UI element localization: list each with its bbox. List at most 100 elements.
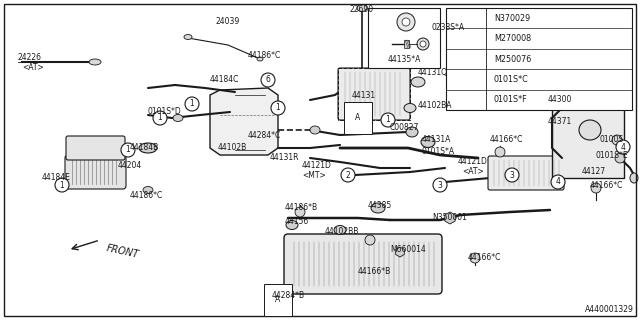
Ellipse shape — [421, 137, 435, 148]
FancyBboxPatch shape — [488, 156, 564, 190]
Text: 4: 4 — [621, 142, 625, 151]
Text: 6: 6 — [266, 76, 271, 84]
Text: 24226: 24226 — [18, 53, 42, 62]
Circle shape — [381, 113, 395, 127]
Circle shape — [459, 93, 473, 107]
Text: 44186*C: 44186*C — [130, 190, 163, 199]
Text: 44186*B: 44186*B — [285, 204, 318, 212]
Circle shape — [365, 235, 375, 245]
Text: 44184C: 44184C — [210, 76, 239, 84]
Text: 44131A: 44131A — [422, 135, 451, 145]
Text: 4: 4 — [463, 75, 468, 84]
Text: 44102BB: 44102BB — [325, 228, 360, 236]
Circle shape — [495, 147, 505, 157]
Text: 44121D: 44121D — [302, 161, 332, 170]
Text: 0101S*A: 0101S*A — [422, 148, 455, 156]
Text: 0238S*A: 0238S*A — [432, 23, 465, 33]
Text: C00827: C00827 — [390, 124, 419, 132]
Ellipse shape — [143, 187, 153, 194]
Circle shape — [551, 175, 565, 189]
Text: M660014: M660014 — [390, 245, 426, 254]
Ellipse shape — [406, 127, 418, 137]
Circle shape — [271, 101, 285, 115]
Text: 3: 3 — [463, 54, 468, 63]
Text: <MT>: <MT> — [302, 171, 326, 180]
Text: 2: 2 — [346, 171, 350, 180]
Text: <AT>: <AT> — [462, 167, 484, 177]
Circle shape — [420, 41, 426, 47]
Bar — [368, 8, 440, 68]
Text: 1: 1 — [189, 100, 195, 108]
Ellipse shape — [271, 288, 285, 298]
Circle shape — [295, 207, 305, 217]
Text: 0101S*D: 0101S*D — [148, 108, 182, 116]
Text: 5: 5 — [463, 95, 468, 104]
Text: 44135*A: 44135*A — [387, 55, 420, 64]
Text: 44131Q: 44131Q — [418, 68, 448, 76]
Circle shape — [417, 38, 429, 50]
Text: 44166*C: 44166*C — [468, 253, 501, 262]
Text: 5: 5 — [378, 39, 383, 49]
Circle shape — [261, 73, 275, 87]
Ellipse shape — [357, 4, 367, 12]
Text: 44131R: 44131R — [270, 154, 300, 163]
Text: 44184E: 44184E — [42, 173, 71, 182]
Text: A440001329: A440001329 — [585, 305, 634, 314]
Text: 3: 3 — [509, 171, 515, 180]
Ellipse shape — [184, 35, 192, 39]
Text: 6: 6 — [378, 18, 383, 27]
Text: <AT>: <AT> — [22, 63, 44, 73]
Text: A: A — [275, 295, 280, 305]
Ellipse shape — [334, 226, 346, 235]
FancyBboxPatch shape — [338, 68, 410, 120]
Circle shape — [505, 168, 519, 182]
Text: 44371: 44371 — [548, 117, 572, 126]
Circle shape — [153, 111, 167, 125]
Text: 2: 2 — [463, 34, 468, 43]
Text: 44186*C: 44186*C — [248, 51, 281, 60]
Circle shape — [373, 37, 387, 51]
Ellipse shape — [139, 143, 157, 153]
Text: 44385: 44385 — [368, 201, 392, 210]
Text: 44166*C: 44166*C — [590, 181, 623, 190]
Text: 4: 4 — [556, 178, 561, 187]
Bar — [552, 108, 624, 178]
Text: 44300: 44300 — [548, 95, 572, 105]
Text: 3: 3 — [438, 180, 442, 189]
Ellipse shape — [310, 126, 320, 134]
Circle shape — [402, 18, 410, 26]
Circle shape — [185, 97, 199, 111]
Circle shape — [397, 13, 415, 31]
Bar — [338, 68, 410, 120]
FancyBboxPatch shape — [66, 136, 125, 160]
Ellipse shape — [630, 173, 638, 183]
Bar — [446, 8, 632, 110]
Text: 1: 1 — [386, 116, 390, 124]
Circle shape — [615, 153, 625, 163]
Text: 1: 1 — [463, 14, 468, 23]
Text: 44156: 44156 — [285, 218, 309, 227]
Bar — [404, 40, 409, 48]
Text: 0101S*C: 0101S*C — [494, 75, 529, 84]
Text: 44131: 44131 — [352, 91, 376, 100]
Text: 22690: 22690 — [350, 5, 374, 14]
Text: N370029: N370029 — [494, 14, 531, 23]
Text: 44102B: 44102B — [218, 143, 247, 153]
Ellipse shape — [89, 59, 101, 65]
Circle shape — [433, 178, 447, 192]
Ellipse shape — [257, 57, 263, 61]
Circle shape — [612, 135, 622, 145]
Circle shape — [121, 143, 135, 157]
Circle shape — [459, 32, 473, 46]
FancyBboxPatch shape — [65, 155, 126, 189]
Text: 44284*C: 44284*C — [248, 131, 281, 140]
Polygon shape — [210, 88, 278, 155]
Text: 0100S: 0100S — [600, 135, 624, 145]
Text: 44204: 44204 — [118, 161, 142, 170]
Ellipse shape — [173, 115, 183, 122]
Text: M250076: M250076 — [494, 54, 531, 63]
Text: 24039: 24039 — [216, 18, 240, 27]
Text: 44127: 44127 — [582, 167, 606, 177]
Text: 44284*B: 44284*B — [272, 292, 305, 300]
Text: 1: 1 — [60, 180, 65, 189]
